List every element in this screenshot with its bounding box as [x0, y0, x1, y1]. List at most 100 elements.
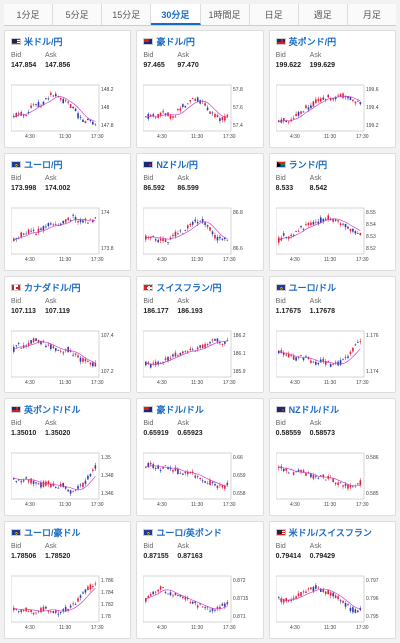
- x-tick-label: 4:30: [25, 134, 35, 140]
- currency-pair-link[interactable]: 米ドル/円: [24, 37, 63, 47]
- tab-timeframe[interactable]: 週足: [298, 4, 348, 25]
- candle-body: [59, 97, 62, 100]
- x-tick-label: 11:30: [59, 134, 71, 140]
- candle-body: [314, 99, 317, 103]
- candlestick-chart[interactable]: 0.66 0.659 0.658 4:30 11:30 17:30: [143, 449, 257, 511]
- candlestick-chart[interactable]: 148.2 148 147.8 4:30 11:30 17:30: [11, 81, 125, 143]
- bid-ask-prices: 186.177 186.193: [143, 308, 256, 315]
- candle-body: [50, 344, 52, 349]
- candle-body: [354, 609, 356, 613]
- candle-body: [324, 218, 327, 220]
- rate-card[interactable]: NZドル/円 Bid Ask 86.592 86.599 86.8 86.6 4:3…: [136, 152, 264, 271]
- rate-card[interactable]: 米ドル/スイスフラン Bid Ask 0.79414 0.79429 0.797…: [268, 521, 396, 639]
- candle-body: [15, 238, 18, 240]
- candlestick-chart[interactable]: 86.8 86.6 4:30 11:30 17:30: [143, 204, 257, 266]
- currency-pair-link[interactable]: NZドル/ドル: [288, 405, 340, 416]
- candlestick-chart[interactable]: 0.797 0.796 0.795 4:30 11:30 17:30: [275, 572, 390, 634]
- card-header: NZドル/ドル: [275, 403, 389, 416]
- rate-card[interactable]: スイスフラン/円 Bid Ask 186.177 186.193 186.2 18…: [136, 275, 264, 394]
- candle-body: [341, 358, 344, 360]
- rate-card[interactable]: カナダドル/円 Bid Ask 107.113 107.119 107.4 107…: [4, 275, 132, 394]
- rate-card[interactable]: 米ドル/円 Bid Ask 147.854 147.856 148.2 148 14…: [4, 30, 132, 148]
- candle-body: [317, 98, 319, 102]
- rate-card[interactable]: ユーロ/ドル Bid Ask 1.17675 1.17678 1.176 1.17…: [268, 275, 396, 394]
- candle-body: [299, 111, 302, 114]
- currency-pair-link[interactable]: ユーロ/ドル: [288, 282, 337, 293]
- currency-pair-link[interactable]: 豪ドル/ドル: [156, 405, 204, 416]
- candlestick-chart[interactable]: 1.35 1.348 1.346 4:30 11:30 17:30: [11, 449, 125, 511]
- candle-body: [165, 465, 167, 467]
- tab-timeframe[interactable]: 日足: [249, 4, 299, 25]
- currency-pair-link[interactable]: 豪ドル/円: [156, 37, 195, 47]
- moving-average-line: [13, 476, 96, 491]
- candle-body: [170, 468, 172, 470]
- candle-body: [292, 597, 295, 599]
- candle-body: [314, 221, 317, 223]
- bid-ask-labels: Bid Ask: [11, 298, 124, 305]
- bid-label: Bid: [275, 420, 286, 428]
- candle-body: [359, 340, 361, 342]
- tab-timeframe[interactable]: 30分足: [151, 4, 201, 25]
- candle-body: [50, 611, 52, 613]
- x-tick-label: 11:30: [191, 625, 203, 631]
- candle-body: [344, 484, 346, 487]
- rate-card[interactable]: 英ポンド/ドル Bid Ask 1.35010 1.35020 1.35 1.34…: [4, 398, 132, 517]
- card-header: 英ポンド/円: [275, 35, 389, 48]
- candlestick-chart[interactable]: 107.4 107.2 4:30 11:30 17:30: [11, 327, 125, 389]
- candlestick-chart[interactable]: 0.872 0.8715 0.871 4:30 11:30 17:30: [143, 572, 257, 634]
- candle-body: [212, 112, 214, 114]
- candle-body: [322, 97, 324, 100]
- candle-body: [349, 228, 351, 231]
- candlestick-chart[interactable]: 1.786 1.784 1.782 1.78 4:30 11:30 17:30: [11, 572, 125, 634]
- candle-body: [327, 215, 329, 220]
- candle-body: [57, 613, 60, 615]
- rate-card[interactable]: ランド/円 Bid Ask 8.533 8.542 8.55 8.54 8.53 8.…: [268, 152, 396, 271]
- tab-timeframe[interactable]: 1時間足: [200, 4, 250, 25]
- currency-pair-link[interactable]: 英ポンド/円: [288, 37, 337, 47]
- candlestick-chart[interactable]: 0.586 0.585 4:30 11:30 17:30: [275, 449, 390, 511]
- currency-pair-link[interactable]: ユーロ/英ポンド: [156, 528, 222, 539]
- currency-pair-link[interactable]: スイスフラン/円: [156, 282, 222, 293]
- bid-ask-prices: 147.854 147.856: [11, 62, 124, 69]
- tab-timeframe[interactable]: 1分足: [4, 4, 54, 25]
- currency-pair-link[interactable]: カナダドル/円: [24, 282, 81, 293]
- timeframe-tabs: 1分足 5分足 15分足 30分足 1時間足 日足 週足 月足: [4, 4, 396, 26]
- rate-card[interactable]: 英ポンド/円 Bid Ask 199.622 199.629 199.6 199.…: [268, 30, 396, 148]
- y-tick-label: 148.2: [101, 87, 114, 93]
- currency-pair-link[interactable]: 英ポンド/ドル: [24, 405, 81, 416]
- y-tick-label: 107.4: [101, 333, 114, 339]
- candlestick-chart[interactable]: 8.55 8.54 8.53 8.52 4:30 11:30 17:30: [275, 204, 390, 266]
- candlestick-chart[interactable]: 1.176 1.174 4:30 11:30 17:30: [275, 327, 390, 389]
- candlestick-chart[interactable]: 199.6 199.4 199.2 4:30 11:30 17:30: [275, 81, 390, 143]
- currency-pair-link[interactable]: 米ドル/スイスフラン: [288, 528, 372, 539]
- candle-body: [309, 360, 312, 363]
- tab-timeframe[interactable]: 15分足: [102, 4, 152, 25]
- tab-timeframe[interactable]: 月足: [347, 4, 396, 25]
- rate-card[interactable]: ユーロ/英ポンド Bid Ask 0.87155 0.87163 0.872 0.…: [136, 521, 264, 639]
- candle-body: [187, 225, 189, 229]
- x-tick-label: 11:30: [59, 257, 71, 263]
- rate-card[interactable]: ユーロ/円 Bid Ask 173.998 174.002 174 173.8 4:…: [4, 152, 132, 271]
- candle-body: [67, 101, 69, 103]
- candlestick-chart[interactable]: 57.8 57.6 57.4 4:30 11:30 17:30: [143, 81, 257, 143]
- candle-body: [207, 224, 209, 227]
- candle-body: [42, 101, 45, 106]
- currency-pair-link[interactable]: ランド/円: [288, 159, 328, 170]
- candle-body: [25, 233, 27, 235]
- currency-pair-link[interactable]: NZドル/円: [156, 159, 198, 170]
- bid-ask-prices: 107.113 107.119: [11, 308, 124, 315]
- rate-card[interactable]: ユーロ/豪ドル Bid Ask 1.78506 1.78520 1.786 1.7…: [4, 521, 132, 639]
- candle-body: [147, 463, 150, 468]
- candle-body: [182, 350, 184, 353]
- currency-pair-link[interactable]: ユーロ/豪ドル: [24, 528, 81, 539]
- currency-pair-link[interactable]: ユーロ/円: [24, 159, 63, 170]
- bid-ask-labels: Bid Ask: [143, 175, 256, 182]
- candle-body: [207, 107, 209, 111]
- rate-card[interactable]: 豪ドル/ドル Bid Ask 0.65919 0.65923 0.66 0.659…: [136, 398, 264, 517]
- rate-card[interactable]: NZドル/ドル Bid Ask 0.58559 0.58573 0.586 0.5…: [268, 398, 396, 517]
- candle-body: [82, 483, 84, 488]
- candlestick-chart[interactable]: 174 173.8 4:30 11:30 17:30: [11, 204, 125, 266]
- tab-timeframe[interactable]: 5分足: [53, 4, 103, 25]
- candlestick-chart[interactable]: 186.2 186.1 185.9 4:30 11:30 17:30: [143, 327, 257, 389]
- rate-card[interactable]: 豪ドル/円 Bid Ask 97.465 97.470 57.8 57.6 57.4…: [136, 30, 264, 148]
